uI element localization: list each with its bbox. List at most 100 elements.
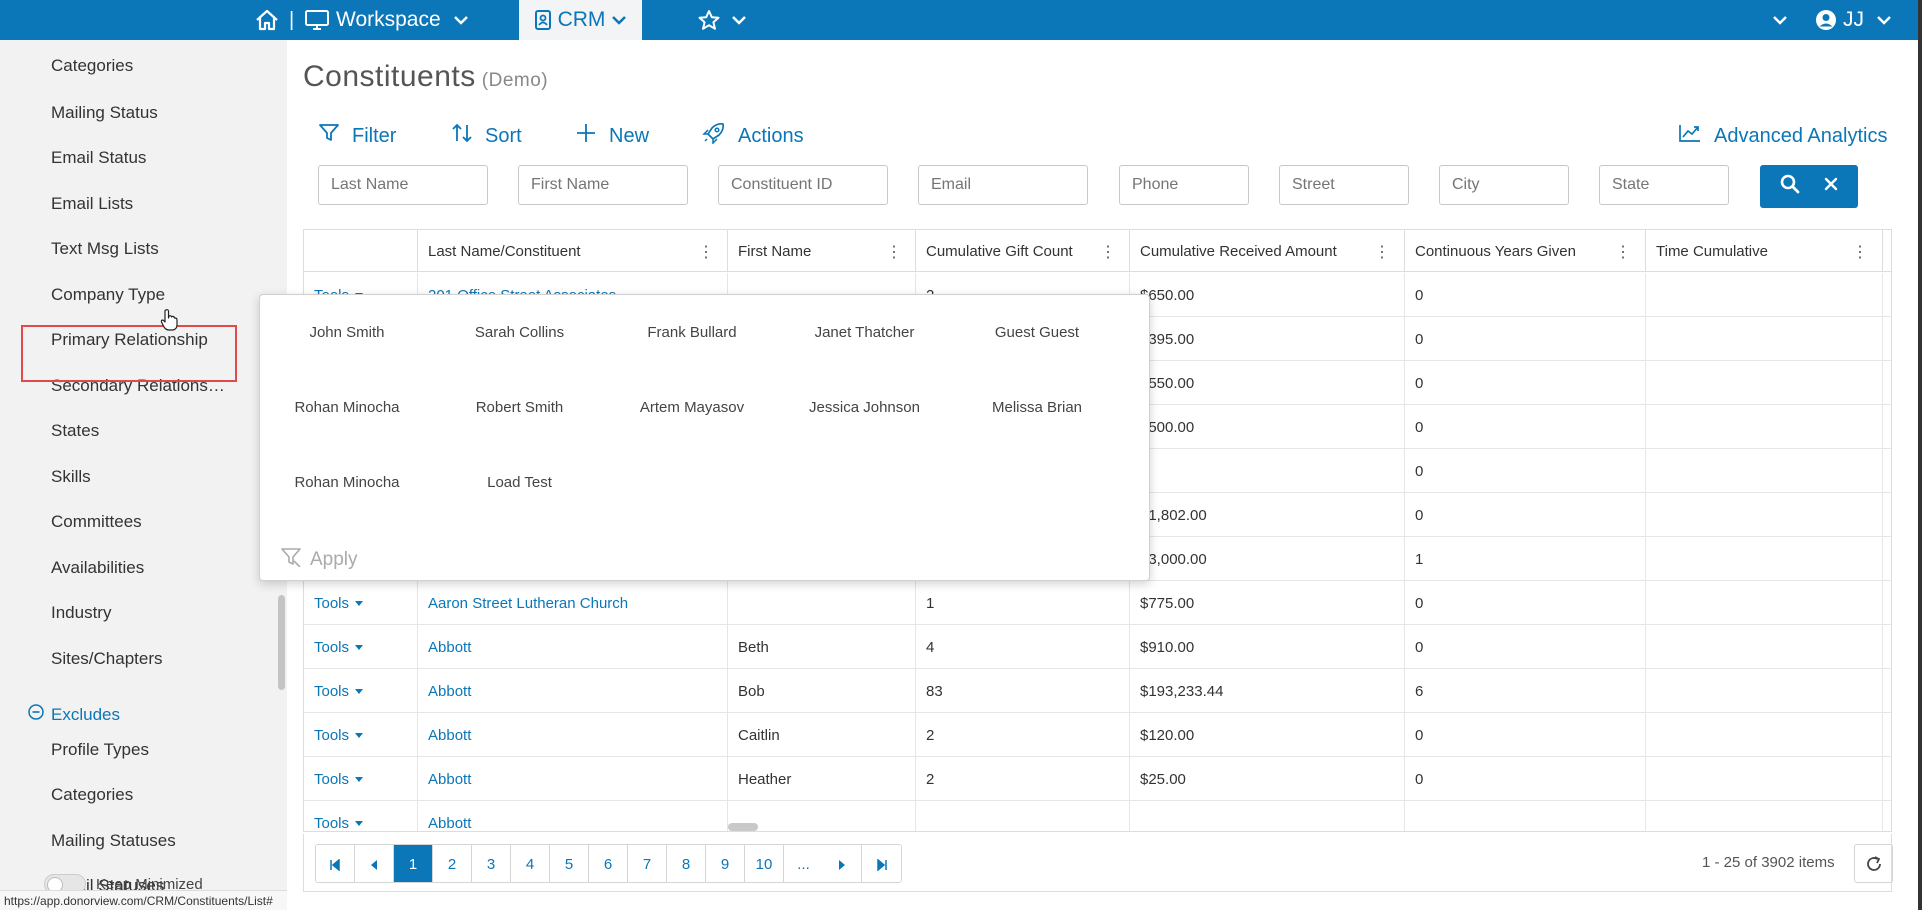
header-received-amount[interactable]: Cumulative Received Amount ⋮	[1129, 230, 1404, 272]
column-menu-icon[interactable]: ⋮	[698, 244, 714, 261]
table-cell-tools[interactable]: Tools	[304, 801, 417, 832]
page-button[interactable]: 10	[745, 845, 784, 882]
table-cell-tools[interactable]: Tools	[304, 669, 417, 713]
tools-dropdown[interactable]: Tools	[314, 770, 350, 788]
search-icon[interactable]	[1779, 173, 1801, 200]
sidebar-item[interactable]: States	[51, 421, 100, 440]
header-years-given[interactable]: Continuous Years Given ⋮	[1404, 230, 1645, 272]
table-cell-last[interactable]: Abbott	[417, 669, 727, 713]
relationship-option[interactable]: Frank Bullard	[647, 324, 737, 341]
next-page-icon[interactable]	[823, 845, 862, 882]
last-page-icon[interactable]	[862, 845, 901, 882]
page-button[interactable]: 3	[472, 845, 511, 882]
excludes-section-toggle[interactable]: Excludes	[28, 704, 120, 725]
last-name-input[interactable]	[318, 165, 488, 205]
page-button[interactable]: 7	[628, 845, 667, 882]
sidebar-item[interactable]: Mailing Status	[51, 103, 158, 122]
sidebar-exclude-item[interactable]: Profile Types	[51, 740, 149, 759]
header-gift-count[interactable]: Cumulative Gift Count ⋮	[915, 230, 1129, 272]
sidebar-item[interactable]: Text Msg Lists	[51, 239, 159, 258]
sidebar-exclude-item[interactable]: Categories	[51, 785, 134, 804]
sidebar-scrollbar[interactable]	[278, 595, 285, 690]
page-button[interactable]: 4	[511, 845, 550, 882]
crm-tab[interactable]: CRM	[519, 0, 642, 40]
filter-button[interactable]: Filter	[318, 122, 396, 150]
page-button[interactable]: 2	[433, 845, 472, 882]
phone-input[interactable]	[1119, 165, 1249, 205]
sidebar-item[interactable]: Categories	[51, 56, 134, 75]
sidebar-exclude-item[interactable]: Mailing Statuses	[51, 831, 176, 850]
sidebar-item[interactable]: Industry	[51, 603, 112, 622]
relationship-option[interactable]: Janet Thatcher	[814, 324, 915, 341]
header-first-name[interactable]: First Name ⋮	[727, 230, 915, 272]
prev-page-icon[interactable]	[355, 845, 394, 882]
relationship-option[interactable]: Melissa Brian	[991, 399, 1083, 416]
page-button[interactable]: 9	[706, 845, 745, 882]
toggle-switch[interactable]	[44, 874, 86, 894]
constituent-id-input[interactable]	[718, 165, 888, 205]
state-input[interactable]	[1599, 165, 1729, 205]
city-input[interactable]	[1439, 165, 1569, 205]
page-button[interactable]: 8	[667, 845, 706, 882]
sidebar-item[interactable]: Email Lists	[51, 194, 134, 213]
table-cell-last[interactable]: Abbott	[417, 713, 727, 757]
first-page-icon[interactable]	[316, 845, 355, 882]
column-menu-icon[interactable]: ⋮	[1374, 244, 1390, 261]
tools-dropdown[interactable]: Tools	[314, 682, 350, 700]
relationship-option[interactable]: Artem Mayasov	[639, 399, 745, 416]
relationship-option[interactable]: Robert Smith	[475, 399, 564, 416]
table-cell-tools[interactable]: Tools	[304, 625, 417, 669]
column-menu-icon[interactable]: ⋮	[1615, 244, 1631, 261]
refresh-icon[interactable]	[1854, 844, 1893, 883]
relationship-option[interactable]: Rohan Minocha	[294, 474, 400, 491]
relationship-option[interactable]: Rohan Minocha	[294, 399, 400, 416]
email-input[interactable]	[918, 165, 1088, 205]
sidebar-item[interactable]: Availabilities	[51, 558, 145, 577]
tools-dropdown[interactable]: Tools	[314, 726, 350, 744]
chevron-down-icon[interactable]	[1772, 0, 1788, 40]
sidebar-item[interactable]: Email Status	[51, 148, 147, 167]
relationship-option[interactable]: Sarah Collins	[474, 324, 565, 341]
relationship-option[interactable]: Load Test	[487, 474, 552, 491]
table-cell-last[interactable]: Aaron Street Lutheran Church	[417, 581, 727, 625]
table-cell-tools[interactable]: Tools	[304, 713, 417, 757]
sidebar-item[interactable]: Committees	[51, 512, 142, 531]
table-cell-tools[interactable]: Tools	[304, 581, 417, 625]
actions-button[interactable]: Actions	[702, 122, 804, 150]
advanced-analytics-button[interactable]: Advanced Analytics	[1678, 122, 1887, 150]
favorites-menu[interactable]	[697, 0, 747, 40]
sidebar-item[interactable]: Primary Relationship	[51, 330, 208, 349]
page-button[interactable]: ...	[784, 845, 823, 882]
header-last-name[interactable]: Last Name/Constituent ⋮	[417, 230, 727, 272]
sidebar-item[interactable]: Sites/Chapters	[51, 649, 163, 668]
home-icon[interactable]	[254, 0, 280, 40]
workspace-menu[interactable]: Workspace	[304, 0, 469, 40]
relationship-option[interactable]: Guest Guest	[994, 324, 1080, 341]
street-input[interactable]	[1279, 165, 1409, 205]
column-menu-icon[interactable]: ⋮	[1100, 244, 1116, 261]
table-cell-last[interactable]: Abbott	[417, 625, 727, 669]
sidebar-item[interactable]: Skills	[51, 467, 91, 486]
grid-horizontal-scrollbar[interactable]	[728, 823, 758, 831]
sidebar-item[interactable]: Company Type	[51, 285, 166, 304]
tools-dropdown[interactable]: Tools	[314, 638, 350, 656]
page-button[interactable]: 1	[394, 845, 433, 882]
sort-button[interactable]: Sort	[451, 122, 522, 150]
user-menu[interactable]: JJ	[1815, 0, 1892, 40]
clear-icon[interactable]	[1823, 176, 1839, 197]
keep-minimized-toggle[interactable]: Keep Minimized	[44, 874, 203, 894]
header-time-cumulative[interactable]: Time Cumulative ⋮	[1645, 230, 1882, 272]
first-name-input[interactable]	[518, 165, 688, 205]
table-cell-last[interactable]: Abbott	[417, 801, 727, 831]
apply-button[interactable]: Apply	[280, 547, 358, 573]
tools-dropdown[interactable]: Tools	[314, 594, 350, 612]
relationship-option[interactable]: John Smith	[309, 324, 385, 341]
tools-dropdown[interactable]: Tools	[314, 814, 350, 832]
column-menu-icon[interactable]: ⋮	[886, 244, 902, 261]
table-cell-tools[interactable]: Tools	[304, 757, 417, 801]
relationship-option[interactable]: Jessica Johnson	[809, 399, 920, 416]
page-button[interactable]: 5	[550, 845, 589, 882]
table-cell-last[interactable]: Abbott	[417, 757, 727, 801]
column-menu-icon[interactable]: ⋮	[1852, 244, 1868, 261]
new-button[interactable]: New	[575, 122, 649, 150]
